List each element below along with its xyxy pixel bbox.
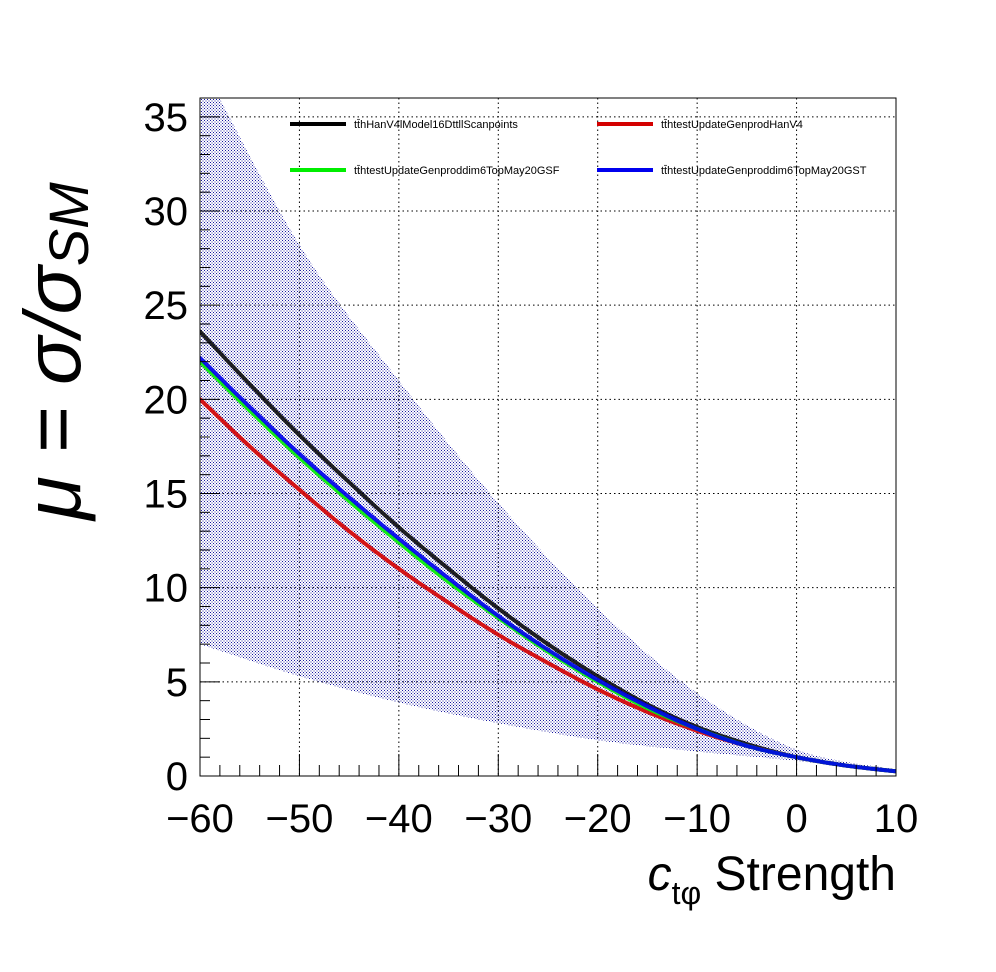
legend: tt̄hHanV4lModel16DttllScanpoints tt̄htest… [290, 119, 867, 177]
x-tick-label: −40 [365, 797, 433, 841]
legend-label: tt̄htestUpdateGenprodHanV4 [661, 119, 803, 131]
legend-label: tt̄htestUpdateGenproddim6TopMay20GSF [354, 165, 560, 177]
y-tick-label: 35 [144, 96, 189, 140]
band-area [200, 98, 896, 773]
y-tick-label: 0 [166, 755, 188, 799]
y-axis-subscript: SM [37, 182, 100, 266]
x-axis-subscript: tφ [672, 875, 702, 911]
x-tick-label: −10 [663, 797, 731, 841]
y-tick-label: 20 [144, 378, 189, 422]
x-tick-label: 0 [785, 797, 807, 841]
series-lines [200, 329, 896, 774]
y-tick-label: 25 [144, 284, 189, 328]
x-tick-label: −20 [564, 797, 632, 841]
y-tick-label: 15 [144, 473, 189, 517]
y-axis-prefix: μ = σ/σ [8, 264, 97, 522]
x-tick-label: −60 [166, 797, 234, 841]
uncertainty-band [200, 98, 896, 773]
x-axis-title: ctφ Strength [648, 848, 896, 911]
y-tick-label: 10 [144, 567, 189, 611]
y-axis-title: μ = σ/σSM [8, 182, 100, 522]
y-tick-label: 5 [166, 661, 188, 705]
y-tick-label: 30 [144, 190, 189, 234]
series-line [200, 355, 896, 774]
x-axis-symbol: c [648, 848, 672, 901]
x-tick-label: 10 [874, 797, 919, 841]
axis-ticks [199, 97, 897, 777]
x-tick-label: −30 [464, 797, 532, 841]
x-tick-label: −50 [265, 797, 333, 841]
legend-label: tt̄htestUpdateGenproddim6TopMay20GST [661, 165, 867, 177]
tick-labels: −60 −50 −40 −30 −20 −10 0 10 0 5 10 15 20 25 30 35 [144, 96, 919, 841]
x-axis-rest: Strength [701, 848, 896, 901]
legend-label: tt̄hHanV4lModel16DttllScanpoints [354, 119, 518, 131]
